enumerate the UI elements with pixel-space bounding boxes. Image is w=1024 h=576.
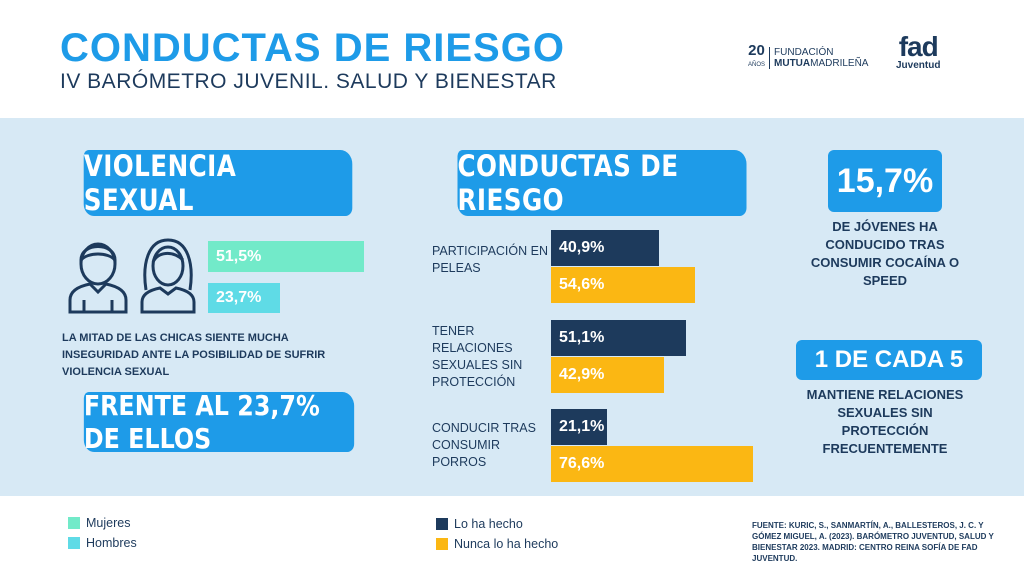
page-subtitle: IV BARÓMETRO JUVENIL. SALUD Y BIENESTAR	[60, 70, 557, 93]
category-label-peleas: PARTICIPACIÓN EN PELEAS	[432, 244, 548, 275]
legend-mujeres: Mujeres	[68, 516, 130, 530]
stat-1-de-cada-5-text: MANTIENE RELACIONES SEXUALES SIN PROTECC…	[806, 387, 964, 456]
stat-1-de-cada-5: 1 DE CADA 5	[796, 340, 982, 380]
bar-hecho-conducir: 21,1%	[551, 409, 607, 445]
bar-nunca-conducir: 76,6%	[551, 446, 753, 482]
conductas-heading: CONDUCTAS DE RIESGO	[457, 149, 747, 217]
bar-hecho-peleas: 40,9%	[551, 230, 659, 266]
mujeres-bar: 51,5%	[208, 241, 364, 272]
legend-label: Lo ha hecho	[454, 517, 523, 531]
logo-mutua: MUTUA	[774, 58, 811, 69]
stat-15-7: 15,7%	[828, 150, 942, 212]
source-label: FUENTE:	[752, 521, 787, 530]
fad-logo-text: fad	[898, 31, 939, 62]
footer	[0, 496, 1024, 576]
legend-label: Hombres	[86, 536, 137, 550]
bar-hecho-relaciones: 51,1%	[551, 320, 686, 356]
bar-nunca-peleas: 54,6%	[551, 267, 695, 303]
bar-label: 76,6%	[559, 455, 605, 472]
fad-logo-sub: Juventud	[896, 60, 941, 71]
bar-label: 51,1%	[559, 329, 605, 346]
frente-banner: FRENTE AL 23,7% DE ELLOS	[83, 389, 355, 455]
legend-swatch-hombres	[68, 537, 80, 549]
stat-15-7-text: DE JÓVENES HA CONDUCIDO TRAS CONSUMIR CO…	[810, 219, 960, 288]
legend-nunca: Nunca lo ha hecho	[436, 537, 558, 551]
logo-madrilena: MADRILEÑA	[810, 58, 869, 69]
mujeres-value: 51,5%	[216, 247, 262, 265]
hombres-bar: 23,7%	[208, 283, 280, 313]
violencia-sexual-heading: VIOLENCIA SEXUAL	[83, 149, 353, 217]
fundacion-mutua-logo: 20 AÑOS FUNDACIÓN MUTUAMADRILEÑA	[748, 42, 869, 72]
legend-swatch-mujeres	[68, 517, 80, 529]
bar-label: 21,1%	[559, 418, 605, 435]
header: CONDUCTAS DE RIESGO IV BARÓMETRO JUVENIL…	[0, 0, 1024, 118]
page-title: CONDUCTAS DE RIESGO	[60, 26, 565, 70]
bar-label: 40,9%	[559, 239, 605, 256]
girl-icon	[140, 238, 196, 314]
legend-hombres: Hombres	[68, 536, 137, 550]
legend-label: Nunca lo ha hecho	[454, 537, 559, 551]
category-label-conducir: CONDUCIR TRAS CONSUMIR PORROS	[432, 421, 536, 469]
legend-swatch-hecho	[436, 518, 448, 530]
fad-juventud-logo: fad Juventud	[896, 31, 941, 72]
violencia-description: LA MITAD DE LAS CHICAS SIENTE MUCHA INSE…	[62, 332, 326, 378]
source-text: KURIC, S., SANMARTÍN, A., BALLESTEROS, J…	[752, 521, 994, 563]
bar-label: 42,9%	[559, 366, 605, 383]
bar-label: 54,6%	[559, 276, 605, 293]
source-citation: FUENTE: KURIC, S., SANMARTÍN, A., BALLES…	[752, 520, 1014, 564]
legend-label: Mujeres	[86, 516, 131, 530]
logo-20: 20	[748, 42, 765, 59]
logo-fundacion: FUNDACIÓN	[774, 47, 834, 58]
bar-nunca-relaciones: 42,9%	[551, 357, 664, 393]
boy-icon	[68, 242, 128, 314]
category-label-relaciones: TENER RELACIONES SEXUALES SIN PROTECCIÓN	[432, 324, 523, 389]
legend-swatch-nunca	[436, 538, 448, 550]
logo-anos: AÑOS	[748, 62, 766, 68]
legend-hecho: Lo ha hecho	[436, 517, 523, 531]
hombres-value: 23,7%	[216, 289, 262, 306]
